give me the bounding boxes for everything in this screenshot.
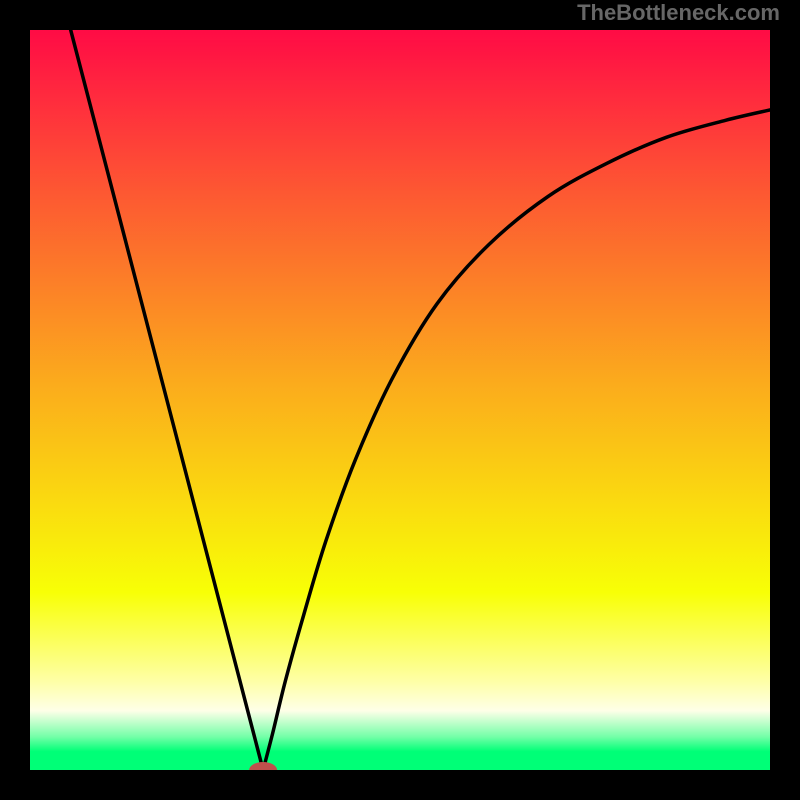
bottleneck-chart <box>0 0 800 800</box>
watermark-text: TheBottleneck.com <box>577 0 780 26</box>
